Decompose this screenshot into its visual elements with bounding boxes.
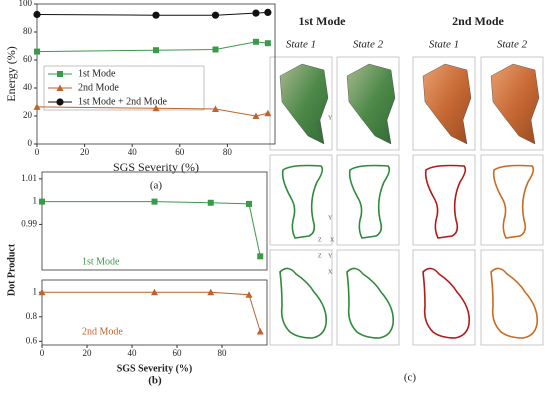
- marker: [212, 46, 219, 53]
- y-axis-label: Dot Product: [6, 243, 17, 296]
- triad-label: X: [330, 237, 335, 243]
- x-tick-label: 0: [35, 147, 40, 157]
- mode-title: 2nd Mode: [452, 14, 504, 28]
- plot-frame: [36, 3, 276, 145]
- legend-label: 1st Mode: [78, 68, 116, 79]
- series-line: [36, 41, 268, 53]
- caption: (c): [404, 372, 417, 384]
- series-label: 1st Mode: [82, 256, 120, 267]
- triad-label: Z: [318, 253, 322, 259]
- y-tick-label: 80: [23, 26, 33, 36]
- marker: [264, 8, 272, 16]
- legend-marker: [56, 84, 64, 91]
- state-label: State 1: [429, 39, 459, 51]
- marker: [152, 104, 160, 112]
- marker: [151, 288, 158, 296]
- marker: [151, 198, 158, 205]
- triad-label: Y: [328, 253, 333, 259]
- y-tick-label: 0.99: [21, 218, 37, 228]
- marker: [256, 328, 264, 335]
- plot-frame: [41, 171, 268, 271]
- x-tick-label: 60: [173, 348, 183, 358]
- legend-marker: [57, 71, 63, 77]
- y-tick-label: 0.6: [26, 335, 38, 345]
- plot-frame: [41, 279, 268, 346]
- marker: [33, 103, 41, 110]
- caption: (b): [148, 375, 162, 387]
- marker: [252, 112, 260, 119]
- marker: [252, 38, 259, 45]
- legend-marker: [56, 98, 64, 106]
- triad-label: Z: [318, 237, 322, 243]
- legend-label: 2nd Mode: [78, 82, 119, 93]
- marker: [257, 253, 264, 260]
- marker: [264, 40, 271, 47]
- marker: [207, 288, 215, 296]
- marker: [264, 109, 272, 117]
- triad-label: X: [328, 269, 333, 275]
- state-label: State 2: [497, 39, 528, 51]
- state-label: State 1: [286, 39, 316, 51]
- x-tick-label: 60: [175, 147, 185, 157]
- triad-label: Y: [328, 215, 333, 221]
- series-line: [42, 291, 261, 332]
- marker: [207, 199, 214, 206]
- y-tick-label: 1: [33, 286, 38, 296]
- x-tick-label: 0: [40, 348, 45, 358]
- x-tick-label: 20: [83, 348, 93, 358]
- y-tick-label: 20: [23, 110, 33, 120]
- y-tick-label: 100: [19, 0, 33, 8]
- section-outlines: [279, 164, 539, 339]
- y-tick-label: 0: [28, 138, 33, 148]
- marker: [39, 198, 45, 205]
- marker: [152, 11, 160, 19]
- y-tick-label: 40: [23, 82, 33, 92]
- marker: [245, 291, 253, 298]
- marker: [38, 288, 46, 296]
- frames: [269, 56, 544, 346]
- marker: [212, 105, 219, 112]
- marker: [153, 47, 159, 54]
- y-axis-label: Energy (%): [4, 46, 18, 101]
- x-axis-label: SGS Severity (%): [117, 363, 193, 374]
- y-tick-label: 1.01: [21, 173, 37, 183]
- marker: [252, 9, 260, 17]
- x-axis-label: SGS Severity (%): [113, 160, 199, 174]
- y-tick-label: 60: [23, 54, 33, 64]
- x-tick-label: 40: [128, 348, 138, 358]
- series-label: 2nd Mode: [82, 326, 123, 337]
- triad-label: Y: [328, 115, 333, 121]
- caption: (a): [150, 180, 163, 192]
- y-tick-label: 0.8: [26, 311, 38, 321]
- mode-title: 1st Mode: [299, 14, 347, 28]
- x-tick-label: 40: [128, 147, 138, 157]
- x-tick-label: 80: [218, 348, 228, 358]
- state-label: State 2: [353, 39, 384, 51]
- x-tick-label: 80: [223, 147, 233, 157]
- x-tick-label: 20: [80, 147, 90, 157]
- series-line: [42, 201, 261, 257]
- marker: [34, 48, 40, 55]
- triad-label: Z: [316, 121, 320, 127]
- marker: [33, 10, 41, 19]
- y-tick-label: 1: [33, 196, 38, 206]
- panel-c: 1st Mode 2nd Mode State 1 State 2 State …: [269, 14, 544, 384]
- marker: [211, 11, 220, 19]
- triad-label: X: [318, 128, 323, 134]
- marker: [246, 200, 252, 207]
- legend-label: 1st Mode + 2nd Mode: [78, 96, 168, 107]
